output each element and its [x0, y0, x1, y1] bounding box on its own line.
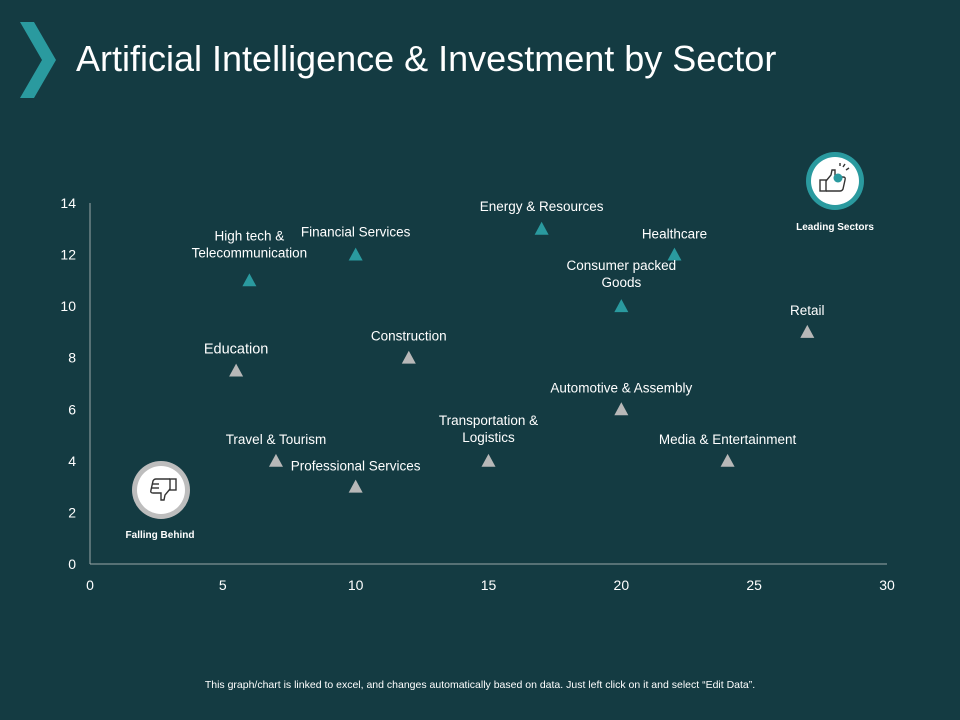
point-label: Automotive & Assembly: [550, 380, 692, 395]
scatter-point: [242, 273, 257, 287]
falling-behind-badge: [131, 460, 191, 525]
scatter-point: [614, 299, 629, 313]
leading-sectors-badge: [805, 151, 865, 216]
x-tick-label: 20: [614, 577, 630, 593]
x-tick-label: 0: [86, 577, 94, 593]
scatter-point: [348, 479, 363, 493]
point-label: Retail: [790, 303, 825, 318]
scatter-point: [614, 402, 629, 416]
footnote: This graph/chart is linked to excel, and…: [204, 679, 756, 691]
point-label: Healthcare: [642, 227, 707, 242]
x-tick-label: 25: [746, 577, 762, 593]
chart-ticks: 0 2 4 6 8 10 12 14 0 5 10 15 20 25 30: [60, 195, 895, 593]
y-tick-label: 2: [68, 504, 76, 520]
point-label: Transportation & Logistics: [439, 413, 538, 445]
page-title: Artificial Intelligence & Investment by …: [76, 38, 777, 79]
x-tick-label: 10: [348, 577, 364, 593]
scatter-point: [667, 247, 682, 261]
point-label: Travel & Tourism: [226, 432, 327, 447]
thumbs-up-icon: [806, 152, 864, 210]
scatter-point: [800, 324, 815, 338]
point-label: Consumer packed Goods: [567, 258, 677, 290]
y-tick-label: 14: [60, 195, 76, 211]
point-label: Energy & Resources: [480, 199, 604, 214]
falling-behind-label: Falling Behind: [125, 530, 195, 541]
leading-sectors-label: Leading Sectors: [796, 222, 874, 233]
y-tick-label: 10: [60, 298, 76, 314]
point-label: High tech & Telecommunication: [192, 228, 308, 260]
chart-axes: [89, 203, 887, 565]
point-label: Professional Services: [291, 459, 421, 474]
point-label: Financial Services: [301, 225, 411, 240]
chart-points: [229, 221, 815, 493]
scatter-point: [401, 350, 416, 364]
y-tick-label: 4: [68, 453, 76, 469]
point-label: Education: [204, 342, 269, 358]
thumbs-down-icon: [132, 461, 190, 519]
scatter-point: [720, 453, 735, 467]
chevron-right-icon: [20, 22, 56, 98]
point-label: Construction: [371, 329, 447, 344]
scatter-point: [534, 221, 549, 235]
x-tick-label: 15: [481, 577, 497, 593]
x-tick-label: 30: [879, 577, 895, 593]
y-tick-label: 8: [68, 350, 76, 366]
y-tick-label: 6: [68, 401, 76, 417]
point-label: Media & Entertainment: [659, 432, 797, 447]
scatter-point: [229, 363, 244, 377]
scatter-point: [268, 453, 283, 467]
y-tick-label: 0: [68, 556, 76, 572]
y-tick-label: 12: [60, 247, 76, 263]
scatter-point: [481, 453, 496, 467]
x-tick-label: 5: [219, 577, 227, 593]
scatter-point: [348, 247, 363, 261]
